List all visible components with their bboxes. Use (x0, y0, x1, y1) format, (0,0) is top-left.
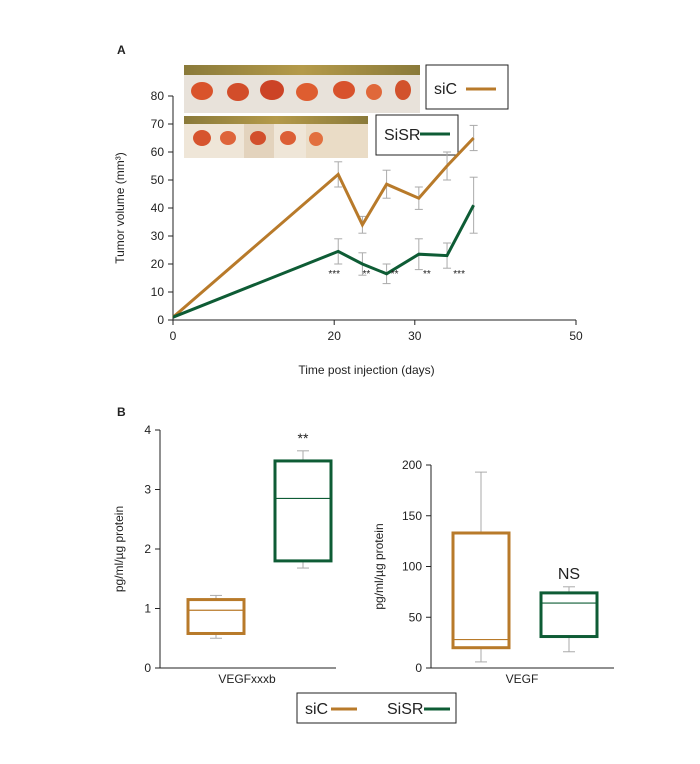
y-tick-label: 3 (144, 483, 151, 497)
panel-b-left-y-label: pg/ml/µg protein (112, 506, 126, 592)
significance-marker: ** (423, 269, 431, 280)
panel-a-y-tick-label: 0 (157, 313, 164, 327)
panel-a-y-tick-label: 70 (151, 117, 165, 131)
panel-b-vegf-category: VEGF (506, 672, 539, 686)
panel-b-vegfxxxb-significance: ** (298, 430, 309, 446)
panel-a-y-tick-label: 10 (151, 285, 165, 299)
panel-a-y-tick-label: 30 (151, 229, 165, 243)
panel-a-plot: *** ** ** ** *** (172, 124, 478, 319)
y-tick-label: 150 (402, 509, 422, 523)
legend-sic-label: siC (434, 81, 457, 98)
panel-a-label: A (117, 43, 126, 57)
panel-a-x-tick-label: 0 (170, 329, 177, 343)
tumor-photo-sisr (184, 116, 368, 158)
panel-a-x-axis-label: Time post injection (days) (298, 363, 434, 377)
y-tick-label: 200 (402, 458, 422, 472)
y-tick-label: 2 (144, 542, 151, 556)
panel-a-y-tick-label: 80 (151, 89, 165, 103)
box-vegfxxxb-sic (186, 598, 246, 635)
y-tick-label: 0 (415, 661, 422, 675)
significance-marker: ** (363, 269, 371, 280)
box-vegfxxxb-sisr (273, 459, 333, 563)
legend-bottom: siC SiSR (296, 692, 457, 724)
legend-bottom-sisr-label: SiSR (387, 701, 423, 718)
panel-a-y-tick-label: 60 (151, 145, 165, 159)
panel-a-x-tick-label: 30 (408, 329, 422, 343)
y-tick-label: 50 (409, 610, 423, 624)
significance-marker: *** (453, 269, 465, 280)
panel-a-y-tick-label: 40 (151, 201, 165, 215)
legend-sic-box: siC (425, 64, 509, 110)
panel-b-vegf-axes: 0 50 100 150 200 (402, 458, 614, 675)
series-line-sisr (172, 204, 475, 319)
box-vegf-sisr (539, 591, 599, 639)
panel-b-plot (186, 450, 599, 663)
significance-marker: *** (328, 269, 340, 280)
y-tick-label: 4 (144, 423, 151, 437)
series-line-sic (172, 136, 475, 319)
y-tick-label: 100 (402, 560, 422, 574)
panel-a-x-tick-label: 20 (328, 329, 342, 343)
panel-b-vegfxxxb-axes: 0 1 2 3 4 (144, 423, 336, 675)
panel-b-label: B (117, 405, 126, 419)
panel-b-right-y-label: pg/ml/µg protein (372, 523, 386, 609)
box-vegf-sic (451, 531, 511, 650)
panel-a-y-axis-label: Tumor volume (mm³) (113, 152, 127, 264)
significance-marker: ** (391, 269, 399, 280)
legend-sisr-label: SiSR (384, 127, 420, 144)
panel-b-vegfxxxb-category: VEGFxxxb (218, 672, 276, 686)
panel-a-y-tick-label: 50 (151, 173, 165, 187)
legend-bottom-sic-label: siC (305, 701, 328, 718)
tumor-photo-sic (184, 65, 420, 113)
y-tick-label: 0 (144, 661, 151, 675)
panel-a-y-tick-label: 20 (151, 257, 165, 271)
panel-a-x-tick-label: 50 (569, 329, 583, 343)
panel-a-axes: 0 10 20 30 40 50 60 70 80 0 20 30 50 (151, 89, 583, 343)
legend-sisr-box: SiSR (375, 114, 459, 156)
y-tick-label: 1 (144, 602, 151, 616)
panel-b-vegf-significance: NS (558, 566, 580, 583)
